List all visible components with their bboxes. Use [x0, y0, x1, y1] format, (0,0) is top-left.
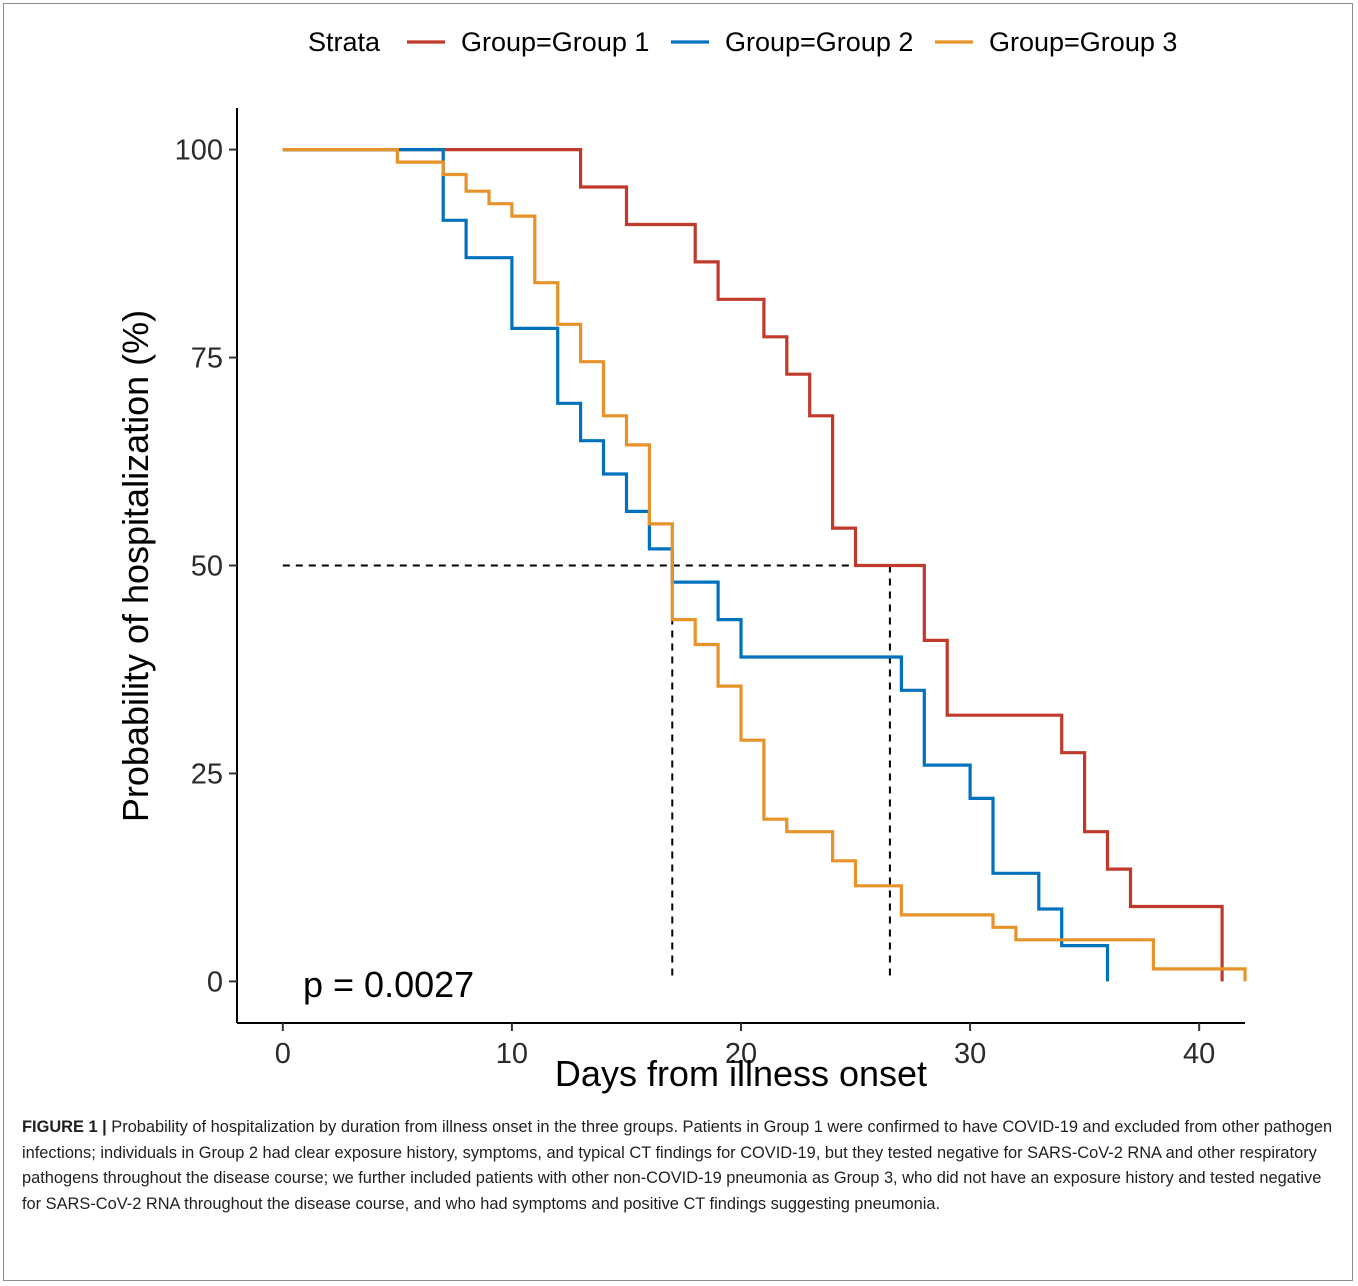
- median-lines: [282, 564, 891, 982]
- x-tick-label: 30: [954, 1038, 986, 1070]
- x-tick-label: 20: [725, 1038, 757, 1070]
- x-tick-label: 40: [1183, 1038, 1215, 1070]
- x-tick-label: 0: [275, 1038, 291, 1070]
- y-tick-label: 50: [191, 551, 223, 583]
- survival-curve-group-3: [282, 148, 1247, 982]
- legend-title: Strata: [308, 27, 381, 57]
- x-tick-label: 10: [496, 1038, 528, 1070]
- y-tick-label: 75: [191, 343, 223, 375]
- y-tick-label: 100: [175, 135, 223, 167]
- y-tick-label: 25: [191, 758, 223, 790]
- legend: Strata Group=Group 1 Group=Group 2 Group=G…: [308, 27, 1177, 57]
- figure-caption: FIGURE 1 | Probability of hospitalizatio…: [22, 1115, 1342, 1217]
- y-tick-label: 0: [207, 966, 223, 998]
- legend-label-group-1: Group=Group 1: [461, 27, 649, 57]
- legend-label-group-2: Group=Group 2: [725, 27, 913, 57]
- y-axis-title: Probability of hospitalization (%): [115, 310, 156, 822]
- caption-text: Probability of hospitalization by durati…: [22, 1118, 1333, 1213]
- x-axis-title: Days from illness onset: [555, 1053, 927, 1094]
- figure-panel: Strata Group=Group 1 Group=Group 2 Group=G…: [3, 3, 1353, 1281]
- km-chart: Strata Group=Group 1 Group=Group 2 Group=G…: [115, 27, 1247, 1094]
- y-ticks: 0 25 50 75 100: [175, 135, 237, 998]
- series-group: [282, 148, 1247, 982]
- p-value-annotation: p = 0.0027: [303, 964, 474, 1005]
- figure-label: FIGURE 1 |: [22, 1118, 107, 1136]
- legend-label-group-3: Group=Group 3: [989, 27, 1177, 57]
- survival-curve-group-1: [282, 148, 1224, 982]
- x-ticks: 0 10 20 30 40: [275, 1023, 1215, 1070]
